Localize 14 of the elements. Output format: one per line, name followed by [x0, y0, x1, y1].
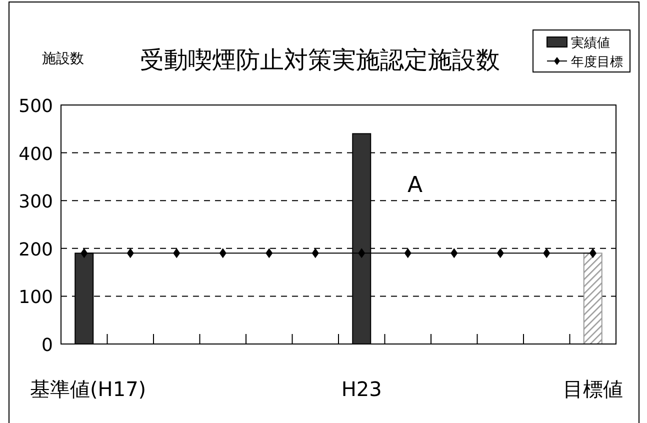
chart-title: 受動喫煙防止対策実施認定施設数 [140, 46, 500, 74]
y-tick-label: 300 [18, 192, 53, 213]
x-tick-label: H23 [341, 377, 382, 401]
y-tick-label: 500 [18, 96, 53, 117]
y-tick-label: 200 [18, 239, 53, 260]
y-tick-label: 100 [18, 287, 53, 308]
x-tick-label: 基準値(H17) [30, 377, 146, 401]
x-tick-label: 目標値 [563, 377, 623, 401]
y-axis-title: 施設数 [42, 51, 84, 67]
annotation: A [407, 173, 423, 198]
legend-label: 実績値 [571, 35, 610, 51]
y-tick-label: 0 [42, 335, 53, 356]
legend-label: 年度目標 [571, 54, 623, 70]
y-tick-label: 400 [18, 144, 53, 165]
